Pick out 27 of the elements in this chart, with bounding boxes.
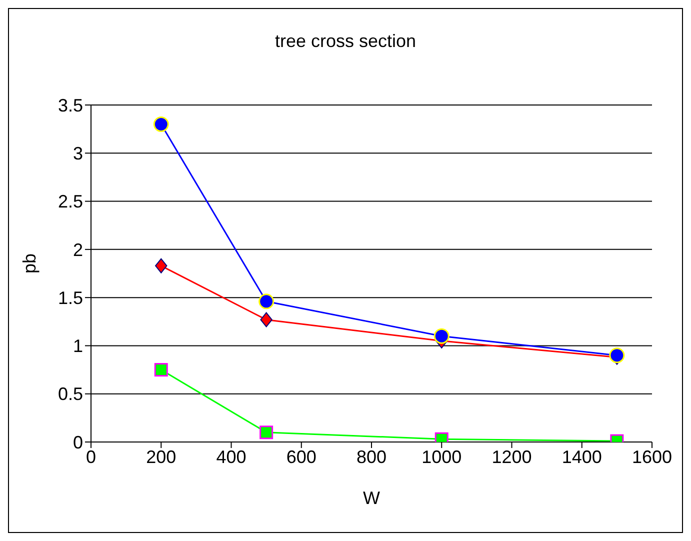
- y-tick-label: 0.5: [58, 384, 83, 404]
- y-tick-label: 0: [72, 432, 83, 452]
- x-tick-label: 0: [86, 446, 96, 467]
- y-tick-label: 2.5: [58, 192, 83, 212]
- x-tick-label: 800: [356, 446, 387, 467]
- point: [258, 294, 274, 310]
- point: [154, 363, 168, 377]
- point: [153, 116, 169, 132]
- y-tick-label: 1.5: [58, 288, 83, 308]
- x-tick-label: 200: [146, 446, 176, 467]
- point: [155, 258, 168, 274]
- x-tick-label: 1200: [492, 446, 532, 467]
- y-tick-label: 3.5: [58, 95, 83, 116]
- x-tick-label: 600: [286, 446, 316, 467]
- x-tick-label: 1600: [632, 446, 672, 467]
- x-tick-label: 1400: [562, 446, 602, 467]
- point: [260, 426, 274, 440]
- chart-title: tree cross section: [274, 31, 418, 52]
- point: [260, 312, 272, 328]
- x-axis-title: W: [363, 488, 380, 508]
- point: [434, 328, 450, 344]
- y-axis-title: pb: [19, 253, 40, 274]
- x-tick-label: 1000: [422, 446, 462, 467]
- y-tick-label: 3: [72, 144, 83, 164]
- y-tick-label: 2: [72, 240, 83, 260]
- x-tick-label: 400: [216, 446, 246, 467]
- y-tick-label: 1: [72, 336, 83, 356]
